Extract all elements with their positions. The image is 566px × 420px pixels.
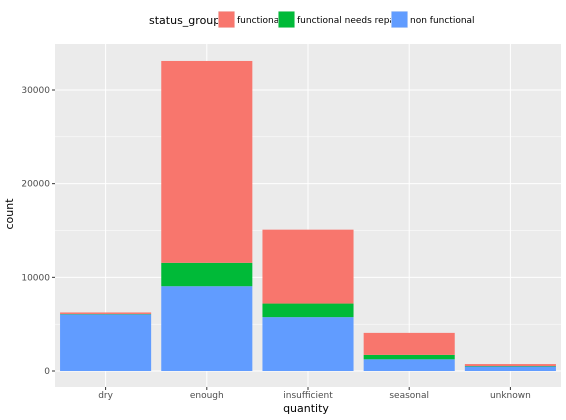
legend-label-functional: functional (237, 16, 282, 26)
x-axis-ticks: dry enough insufficient seasonal unknown (98, 387, 531, 401)
bar-insufficient-functional-needs-repair (262, 303, 354, 318)
legend-swatch-functional-needs-repair (278, 11, 295, 28)
y-axis-title: count (3, 198, 16, 230)
legend-title: status_group (149, 14, 220, 27)
bars (60, 60, 556, 371)
bar-dry-non-functional (60, 314, 152, 371)
bar-enough-non-functional (161, 286, 253, 371)
bar-unknown-non-functional (464, 366, 556, 371)
legend-swatch-functional (218, 11, 235, 28)
x-axis-title: quantity (283, 402, 329, 415)
bar-insufficient-functional (262, 229, 354, 304)
bar-seasonal-non-functional (363, 359, 455, 371)
legend-label-functional-needs-repair: functional needs repair (297, 16, 401, 26)
x-tick-label: insufficient (283, 391, 333, 401)
bar-seasonal-functional-needs-repair (363, 354, 455, 360)
x-tick-label: dry (98, 391, 113, 401)
x-tick-label: unknown (490, 391, 531, 401)
legend-label-non-functional: non functional (410, 16, 475, 26)
x-tick-label: enough (190, 391, 224, 401)
x-tick-label: seasonal (389, 391, 429, 401)
y-tick-label: 30000 (21, 86, 50, 96)
legend: status_group functional functional needs … (149, 11, 475, 28)
bar-dry-functional (60, 312, 152, 314)
bar-insufficient-non-functional (262, 317, 354, 371)
bar-seasonal-functional (363, 332, 455, 355)
bar-unknown-functional (464, 364, 556, 367)
y-tick-label: 10000 (21, 273, 50, 283)
bar-enough-functional (161, 60, 253, 263)
y-tick-label: 20000 (21, 180, 50, 190)
y-axis-ticks: 0 10000 20000 30000 (21, 86, 55, 377)
bar-enough-functional-needs-repair (161, 262, 253, 287)
legend-swatch-non-functional (391, 11, 408, 28)
y-tick-label: 0 (44, 367, 50, 377)
